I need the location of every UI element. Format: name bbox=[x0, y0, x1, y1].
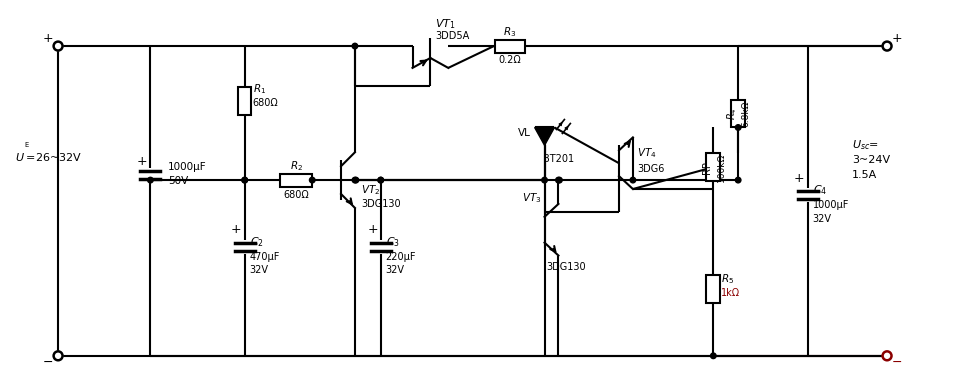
Text: 3DG6: 3DG6 bbox=[637, 164, 664, 174]
Circle shape bbox=[352, 177, 358, 183]
Circle shape bbox=[883, 352, 892, 360]
Text: VL: VL bbox=[518, 129, 530, 139]
Text: BT201: BT201 bbox=[543, 154, 574, 164]
Circle shape bbox=[555, 177, 561, 183]
Bar bbox=[281, 174, 312, 187]
Text: $U_{sc}$=: $U_{sc}$= bbox=[852, 139, 879, 152]
Text: 470μF: 470μF bbox=[250, 251, 281, 261]
Bar bbox=[707, 275, 720, 303]
Circle shape bbox=[630, 177, 635, 183]
Text: $VT_4$: $VT_4$ bbox=[637, 146, 656, 160]
Bar bbox=[707, 153, 720, 181]
Text: 6.8kΩ: 6.8kΩ bbox=[741, 100, 751, 127]
Circle shape bbox=[736, 177, 741, 183]
Text: $R_2$: $R_2$ bbox=[290, 159, 303, 173]
Text: $R_1$: $R_1$ bbox=[253, 82, 266, 95]
Text: $C_4$: $C_4$ bbox=[813, 183, 827, 197]
Text: 32V: 32V bbox=[250, 265, 269, 275]
Text: $U_{\rm \ }$=26~32V: $U_{\rm \ }$=26~32V bbox=[15, 152, 83, 162]
Text: $C_3$: $C_3$ bbox=[386, 235, 400, 249]
Text: +: + bbox=[794, 172, 805, 184]
Text: −: − bbox=[43, 356, 53, 369]
Circle shape bbox=[883, 42, 892, 50]
Text: 3~24V: 3~24V bbox=[852, 155, 891, 165]
Text: +: + bbox=[231, 223, 242, 236]
Text: +: + bbox=[892, 32, 902, 45]
Text: $R_3$: $R_3$ bbox=[503, 25, 517, 39]
Text: −: − bbox=[892, 356, 902, 369]
Circle shape bbox=[242, 177, 248, 183]
Text: $VT_3$: $VT_3$ bbox=[522, 191, 542, 205]
Text: 50V: 50V bbox=[169, 176, 189, 186]
Text: 32V: 32V bbox=[813, 214, 832, 224]
Text: 680Ω: 680Ω bbox=[253, 98, 279, 108]
Text: +: + bbox=[367, 223, 378, 236]
Text: 3DG130: 3DG130 bbox=[547, 263, 586, 273]
Circle shape bbox=[556, 177, 562, 183]
Circle shape bbox=[54, 42, 63, 50]
Text: 0.2Ω: 0.2Ω bbox=[498, 55, 522, 65]
Text: $VT_1$: $VT_1$ bbox=[436, 17, 456, 31]
Text: $R_5$: $R_5$ bbox=[721, 273, 735, 286]
Circle shape bbox=[378, 177, 384, 183]
Text: 3DG130: 3DG130 bbox=[361, 199, 400, 209]
Text: $_{\rm E}$: $_{\rm E}$ bbox=[24, 141, 30, 151]
Text: +: + bbox=[137, 155, 147, 168]
Polygon shape bbox=[535, 127, 554, 146]
Bar bbox=[238, 87, 252, 115]
Text: 1000μF: 1000μF bbox=[169, 162, 207, 172]
Bar bbox=[495, 40, 524, 52]
Text: +: + bbox=[42, 32, 53, 45]
Text: 1kΩ: 1kΩ bbox=[721, 288, 740, 298]
Circle shape bbox=[242, 177, 248, 183]
Bar bbox=[731, 100, 745, 127]
Circle shape bbox=[378, 177, 384, 183]
Circle shape bbox=[309, 177, 315, 183]
Circle shape bbox=[353, 177, 359, 183]
Text: RP: RP bbox=[703, 161, 712, 174]
Text: 680Ω: 680Ω bbox=[283, 190, 309, 200]
Text: $C_2$: $C_2$ bbox=[250, 235, 263, 249]
Text: 1000μF: 1000μF bbox=[813, 200, 849, 210]
Circle shape bbox=[352, 43, 358, 49]
Text: 3DD5A: 3DD5A bbox=[436, 31, 469, 41]
Circle shape bbox=[710, 353, 716, 358]
Text: $R_4$: $R_4$ bbox=[725, 107, 739, 120]
Text: 100kΩ: 100kΩ bbox=[717, 152, 726, 182]
Text: 32V: 32V bbox=[386, 265, 405, 275]
Circle shape bbox=[54, 352, 63, 360]
Text: $VT_2$: $VT_2$ bbox=[361, 183, 380, 197]
Circle shape bbox=[147, 177, 153, 183]
Text: 220μF: 220μF bbox=[386, 251, 416, 261]
Circle shape bbox=[736, 125, 741, 130]
Circle shape bbox=[542, 177, 548, 183]
Text: 1.5A: 1.5A bbox=[852, 170, 877, 180]
